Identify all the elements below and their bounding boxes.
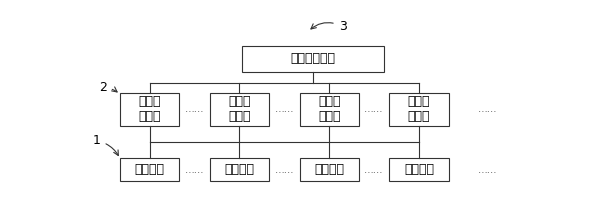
Text: 监测终端: 监测终端 [135,163,165,176]
Bar [210,158,269,181]
Bar [389,158,448,181]
Text: ……: …… [364,165,384,175]
Bar [242,46,384,72]
Bar [120,93,179,126]
Bar [389,93,448,126]
Text: ……: …… [478,165,497,175]
Bar [300,93,359,126]
Text: 现场报
警装置: 现场报 警装置 [407,95,430,123]
Bar [210,93,269,126]
Text: 监测终端: 监测终端 [404,163,434,176]
Text: ……: …… [274,104,294,114]
Text: 现场报
警装置: 现场报 警装置 [228,95,251,123]
Text: ……: …… [185,104,204,114]
Text: 监测终端: 监测终端 [314,163,344,176]
Text: 1: 1 [93,134,118,155]
Text: 2: 2 [99,81,117,94]
Text: 现场报
警装置: 现场报 警装置 [138,95,161,123]
Bar [120,158,179,181]
Bar [300,158,359,181]
Text: 3: 3 [311,20,346,33]
Text: ……: …… [478,104,497,114]
Text: 现场报
警装置: 现场报 警装置 [318,95,340,123]
Text: ……: …… [185,165,204,175]
Text: 监测终端: 监测终端 [224,163,254,176]
Text: ……: …… [364,104,384,114]
Text: ……: …… [274,165,294,175]
Text: 远程监控装置: 远程监控装置 [290,52,335,65]
